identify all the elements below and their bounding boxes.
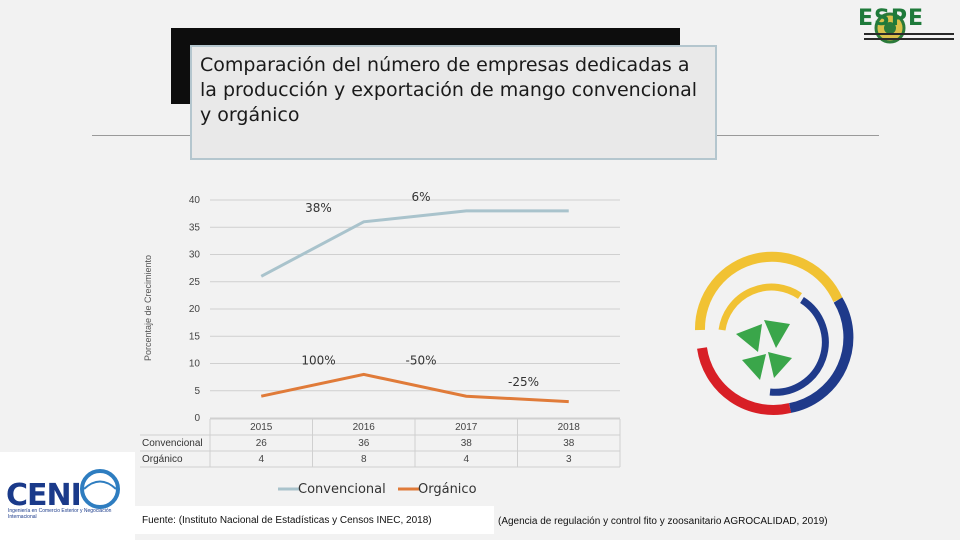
source-note-right: (Agencia de regulación y control fito y … [498,511,828,529]
growth-annotation: 6% [411,190,430,204]
table-cell: 38 [461,438,473,449]
table-cell: 36 [358,438,370,449]
y-tick-label: 35 [189,222,201,233]
x-tick-label: 2016 [353,422,376,433]
chart-legend: Convencional Orgánico [278,482,477,497]
x-tick-label: 2018 [558,422,581,433]
x-tick-label: 2017 [455,422,478,433]
y-tick-label: 5 [194,386,200,397]
y-tick-label: 30 [189,250,201,261]
chart-gridlines [210,199,620,419]
table-cell: 38 [563,438,575,449]
table-row-label: Convencional [142,438,203,449]
legend-label: Convencional [298,482,386,497]
source-note-left: Fuente: (Instituto Nacional de Estadísti… [134,506,494,534]
table-cell: 4 [463,454,469,465]
growth-annotation: -25% [508,375,539,389]
series-lines [260,209,569,404]
agrocalidad-emblem-icon [694,251,854,415]
source-left-text: Fuente: (Instituto Nacional de Estadísti… [142,515,432,526]
y-axis-label: Porcentaje de Crecimiento [143,255,153,361]
y-tick-label: 25 [189,277,201,288]
slide-title: Comparación del número de empresas dedic… [200,54,698,126]
legend-label: Orgánico [418,482,477,497]
table-cell: 8 [361,454,367,465]
y-tick-label: 40 [189,195,201,206]
ceni-logo-text: CENI [6,478,82,513]
espe-logo-text: ESPE [858,6,925,31]
globe-icon [80,469,120,509]
growth-annotation: 38% [305,201,332,215]
x-tick-label: 2015 [250,422,273,433]
table-cell: 4 [258,454,264,465]
slide-title-box: Comparación del número de empresas dedic… [190,45,717,160]
table-cell: 26 [256,438,268,449]
espe-subtitle-lines [864,33,954,40]
y-tick-label: 0 [194,413,200,424]
growth-annotation: 100% [301,353,335,367]
table-cell: 3 [566,454,572,465]
y-tick-label: 15 [189,331,201,342]
ceni-logo [0,452,135,540]
y-axis-ticks: 0 5 10 15 20 25 30 35 40 [189,195,201,424]
growth-annotation: -50% [405,353,436,367]
series-line-orgánico [260,372,569,404]
ceni-logo-subtitle: Ingeniería en Comercio Exterior y Negoci… [8,508,112,520]
series-line-convencional [260,209,569,278]
source-right-text: (Agencia de regulación y control fito y … [498,516,828,527]
table-row-label: Orgánico [142,454,183,465]
y-tick-label: 10 [189,359,201,370]
growth-annotations: 38% 6% 100% -50% -25% [301,190,539,389]
y-tick-label: 20 [189,304,201,315]
